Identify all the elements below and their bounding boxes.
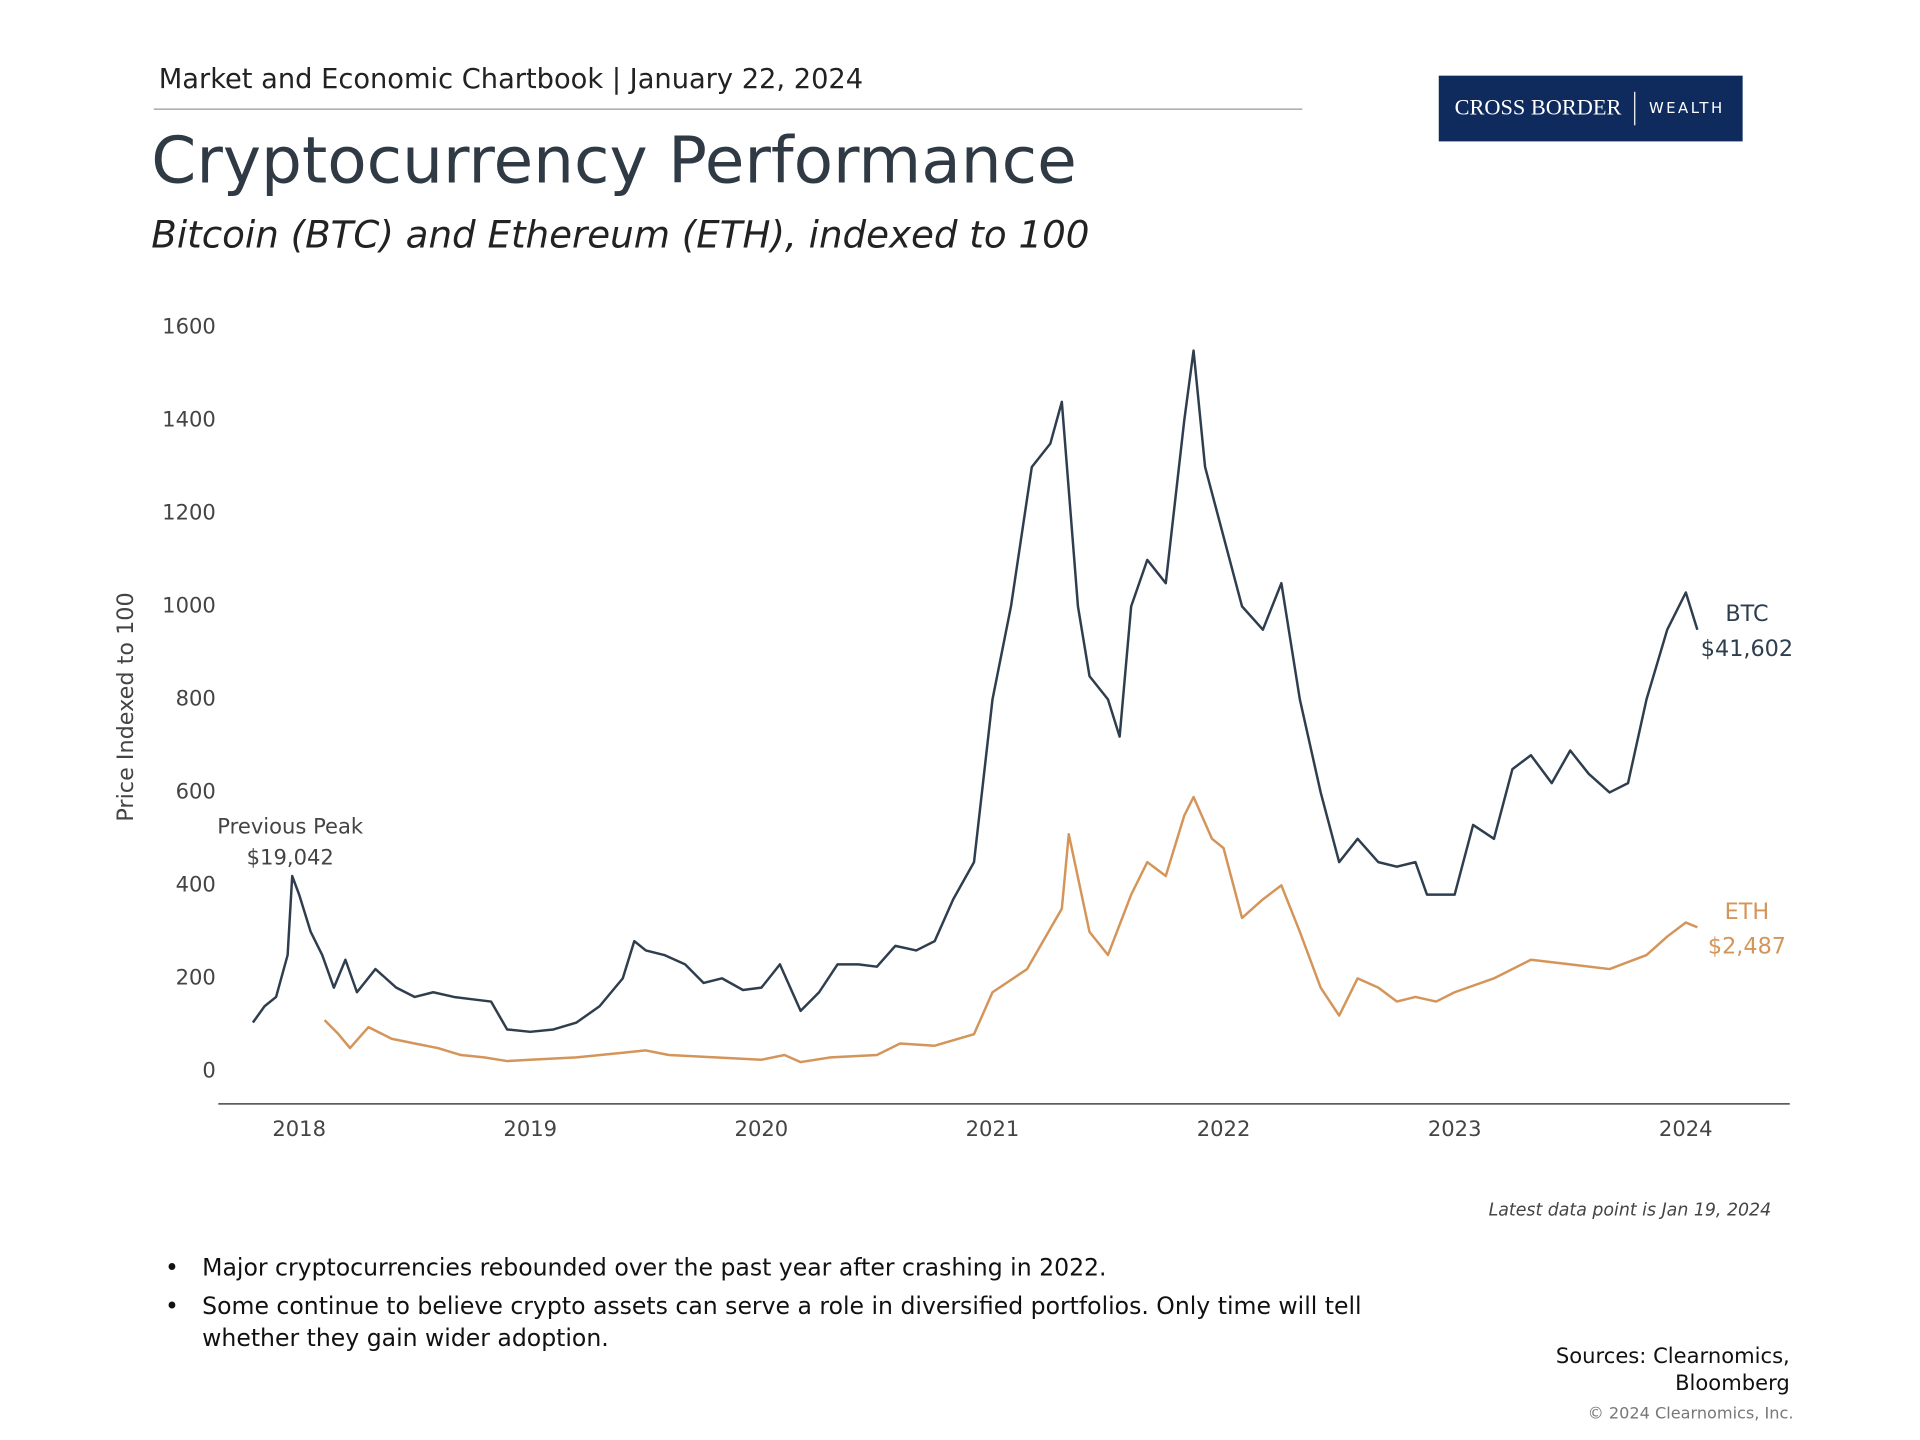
sources: Bloomberg (1675, 1370, 1790, 1395)
y-tick-label: 600 (176, 778, 216, 803)
annotation: $19,042 (247, 844, 334, 869)
title: Cryptocurrency Performance (151, 124, 1076, 199)
bullet-marker: • (165, 1292, 179, 1320)
subtitle: Bitcoin (BTC) and Ethereum (ETH), indexe… (151, 212, 1089, 256)
series-line (251, 349, 1699, 1034)
x-tick-label: 2021 (966, 1116, 1020, 1141)
bullet-text: Major cryptocurrencies rebounded over th… (202, 1253, 1106, 1281)
y-tick-label: 1200 (162, 499, 216, 524)
series-value-label: $41,602 (1701, 636, 1793, 662)
y-tick-label: 0 (202, 1057, 215, 1082)
annotation: Previous Peak (217, 813, 364, 838)
y-tick-label: 400 (176, 871, 216, 896)
series-name: BTC (1725, 601, 1768, 627)
series-value-label: $2,487 (1708, 934, 1786, 960)
logo-name: CROSS BORDER (1455, 94, 1622, 119)
header: Market and Economic Chartbook | January … (159, 64, 863, 95)
y-axis-label: Price Indexed to 100 (113, 592, 139, 821)
y-tick-label: 1400 (162, 406, 216, 431)
series-line (323, 795, 1698, 1064)
bullet-text: whether they gain wider adoption. (202, 1324, 609, 1352)
logo (1438, 75, 1743, 142)
bullet-text: Some continue to believe crypto assets c… (202, 1292, 1361, 1320)
x-tick-label: 2023 (1428, 1116, 1482, 1141)
sources: Sources: Clearnomics, (1556, 1343, 1790, 1368)
x-tick-label: 2018 (272, 1116, 326, 1141)
x-tick-label: 2019 (503, 1116, 557, 1141)
series-name: ETH (1725, 899, 1770, 925)
x-tick-label: 2024 (1659, 1116, 1713, 1141)
y-tick-label: 200 (176, 964, 216, 989)
bullet-marker: • (165, 1253, 179, 1281)
logo-tag: WEALTH (1649, 99, 1725, 117)
x-tick-label: 2022 (1197, 1116, 1251, 1141)
x-tick-label: 2020 (735, 1116, 789, 1141)
copyright: © 2024 Clearnomics, Inc. (1588, 1403, 1794, 1422)
y-tick-label: 1600 (162, 313, 216, 338)
y-tick-label: 1000 (162, 592, 216, 617)
footnote: Latest data point is Jan 19, 2024 (1489, 1201, 1772, 1221)
y-tick-label: 800 (176, 685, 216, 710)
